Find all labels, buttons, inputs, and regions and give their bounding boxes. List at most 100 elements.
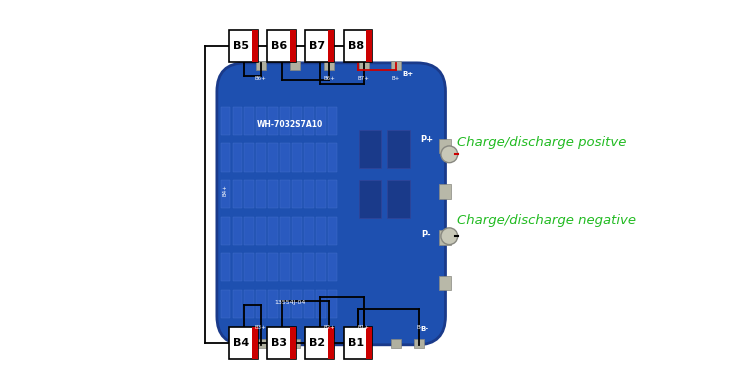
Text: P+: P+	[420, 134, 433, 144]
Text: B6: B6	[272, 41, 287, 51]
Bar	[304, 290, 313, 318]
Text: B+: B+	[392, 76, 400, 81]
Text: 13554J-04: 13554J-04	[274, 300, 306, 305]
Bar	[328, 180, 338, 208]
Bar	[280, 180, 290, 208]
Text: B3: B3	[272, 338, 287, 348]
Bar	[305, 327, 334, 359]
Bar	[391, 339, 401, 348]
Bar	[304, 253, 313, 282]
Bar	[232, 107, 242, 135]
Bar	[251, 30, 258, 62]
Bar	[328, 143, 338, 171]
Bar	[328, 253, 338, 282]
Bar	[304, 217, 313, 245]
Bar	[220, 290, 230, 318]
Bar	[280, 290, 290, 318]
Circle shape	[441, 146, 458, 163]
Bar	[232, 143, 242, 171]
Bar	[232, 253, 242, 282]
Text: P-: P-	[422, 230, 431, 239]
Bar	[304, 180, 313, 208]
Bar	[366, 30, 372, 62]
Bar	[220, 217, 230, 245]
Bar	[220, 180, 230, 208]
Bar	[344, 30, 372, 62]
Bar	[328, 217, 338, 245]
Bar	[292, 253, 302, 282]
Text: B5: B5	[233, 41, 249, 51]
Text: B4+: B4+	[223, 184, 228, 196]
Bar	[251, 327, 258, 359]
Bar	[268, 180, 278, 208]
Bar	[268, 290, 278, 318]
Text: B7+: B7+	[358, 76, 370, 81]
Bar	[316, 143, 326, 171]
Bar	[292, 217, 302, 245]
Bar	[232, 180, 242, 208]
Bar	[292, 290, 302, 318]
Bar	[290, 327, 296, 359]
Text: B1+: B1+	[358, 325, 370, 330]
Bar	[267, 327, 296, 359]
Bar	[256, 61, 266, 70]
Bar	[305, 30, 334, 62]
Text: B2: B2	[310, 338, 326, 348]
Bar	[316, 217, 326, 245]
Bar	[358, 61, 368, 70]
Bar	[316, 180, 326, 208]
Circle shape	[441, 228, 458, 245]
Bar	[328, 107, 338, 135]
Bar	[256, 143, 266, 171]
Bar	[366, 327, 372, 359]
Bar	[280, 143, 290, 171]
Text: B8: B8	[347, 41, 364, 51]
Text: Charge/discharge positve: Charge/discharge positve	[457, 136, 626, 149]
Bar	[244, 253, 254, 282]
FancyBboxPatch shape	[217, 63, 446, 345]
Bar	[256, 339, 266, 348]
Bar	[256, 180, 266, 208]
Bar	[439, 276, 451, 290]
Bar	[328, 290, 338, 318]
Bar	[391, 61, 401, 70]
Bar	[387, 130, 410, 168]
Text: B+: B+	[403, 71, 414, 77]
Text: B6+: B6+	[323, 76, 335, 81]
Text: WH-7032S7A10: WH-7032S7A10	[257, 120, 323, 130]
Bar	[324, 339, 334, 348]
Bar	[220, 107, 230, 135]
Bar	[268, 253, 278, 282]
Bar	[316, 107, 326, 135]
Text: B1: B1	[347, 338, 364, 348]
Bar	[358, 180, 382, 218]
Bar	[414, 339, 424, 348]
Bar	[220, 253, 230, 282]
Bar	[292, 107, 302, 135]
Text: B-: B-	[416, 325, 422, 330]
Text: B-: B-	[421, 326, 429, 332]
Bar	[280, 217, 290, 245]
Text: B6+: B6+	[255, 76, 267, 81]
Bar	[244, 180, 254, 208]
Bar	[387, 180, 410, 218]
Bar	[439, 230, 451, 245]
Bar	[256, 107, 266, 135]
Bar	[232, 290, 242, 318]
Text: Charge/discharge negative: Charge/discharge negative	[457, 215, 636, 227]
Bar	[244, 290, 254, 318]
Bar	[304, 143, 313, 171]
Bar	[230, 327, 258, 359]
Bar	[344, 327, 372, 359]
Bar	[244, 217, 254, 245]
Bar	[290, 30, 296, 62]
Bar	[316, 253, 326, 282]
Bar	[292, 180, 302, 208]
Bar	[256, 217, 266, 245]
Bar	[244, 143, 254, 171]
Bar	[290, 61, 300, 70]
Text: B7: B7	[310, 41, 326, 51]
Bar	[328, 30, 334, 62]
Text: B4: B4	[233, 338, 250, 348]
Bar	[304, 107, 313, 135]
